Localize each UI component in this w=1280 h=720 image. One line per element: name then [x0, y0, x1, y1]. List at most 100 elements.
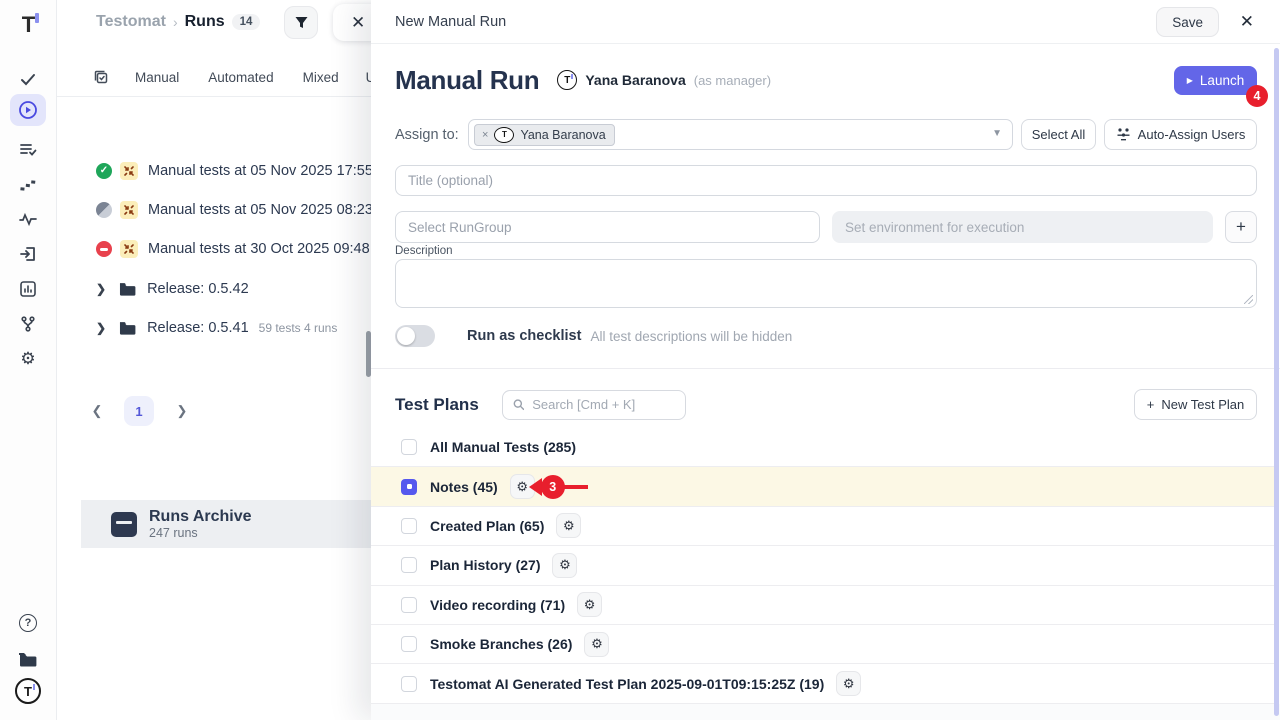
test-plan-row[interactable]: Notes (45) ⚙ 3: [371, 467, 1274, 507]
next-page-icon[interactable]: ❯: [176, 403, 188, 418]
auto-assign-label: Auto-Assign Users: [1137, 127, 1246, 142]
run-title: Manual tests at 05 Nov 2025 17:55: [148, 162, 371, 179]
sidebar-item-settings[interactable]: ⚙: [11, 344, 45, 374]
sidebar-item-help[interactable]: ?: [11, 608, 45, 638]
run-folder-item[interactable]: ❯ Release: 0.5.41 59 tests 4 runs: [57, 309, 371, 348]
runs-archive-card[interactable]: Runs Archive 247 runs: [81, 500, 391, 548]
copy-check-icon[interactable]: [93, 69, 109, 85]
gear-icon: ⚙: [591, 636, 603, 652]
plans-search-input[interactable]: [532, 397, 675, 412]
sidebar-item-branches[interactable]: [11, 309, 45, 339]
run-heading-row: Manual Run T Yana Baranova (as manager) …: [395, 63, 1268, 107]
run-list-item[interactable]: Manual tests at 05 Nov 2025 08:23: [57, 190, 371, 229]
close-icon[interactable]: ✕: [351, 12, 366, 32]
run-list-item[interactable]: Manual tests at 30 Oct 2025 09:48: [57, 230, 371, 269]
plan-checkbox[interactable]: [401, 675, 417, 692]
sidebar-item-runs[interactable]: [10, 94, 46, 126]
drawer-header: New Manual Run Save ✕: [371, 0, 1280, 44]
select-all-button[interactable]: Select All: [1021, 119, 1096, 150]
rungroup-input[interactable]: [395, 211, 820, 243]
drawer-scrollbar[interactable]: [1274, 48, 1279, 716]
run-title: Manual tests at 05 Nov 2025 08:23: [148, 202, 371, 219]
save-button[interactable]: Save: [1156, 7, 1219, 37]
sidebar-item-steps[interactable]: [11, 169, 45, 199]
breadcrumb-root[interactable]: Testomat: [96, 13, 166, 30]
sidebar-item-import[interactable]: [11, 239, 45, 269]
plan-settings-button[interactable]: ⚙: [577, 592, 603, 618]
plan-checkbox[interactable]: [401, 517, 417, 534]
plan-label: Testomat AI Generated Test Plan 2025-09-…: [430, 675, 825, 692]
plan-checkbox[interactable]: [401, 636, 417, 653]
remove-assignee-icon[interactable]: ×: [482, 128, 489, 141]
plan-settings-button[interactable]: ⚙: [552, 552, 578, 578]
sidebar-item-activity[interactable]: [11, 204, 45, 234]
chevron-right-icon[interactable]: ❯: [96, 321, 107, 336]
run-as-checklist-toggle[interactable]: [395, 325, 435, 347]
description-textarea[interactable]: [395, 259, 1257, 308]
run-folder-item[interactable]: ❯ Release: 0.5.42: [57, 269, 371, 308]
annotation-badge-4: 4: [1246, 84, 1268, 107]
assignee-select[interactable]: × T Yana Baranova ▼: [468, 119, 1013, 150]
add-environment-button[interactable]: +: [1225, 211, 1257, 243]
manual-run-icon: [120, 201, 138, 220]
sidebar-item-profile[interactable]: T: [11, 676, 45, 706]
page-number[interactable]: 1: [124, 396, 154, 426]
description-area-wrap: [395, 259, 1257, 308]
tab-unlaunched[interactable]: U: [366, 70, 376, 85]
test-plan-row[interactable]: Smoke Branches (26) ⚙: [371, 625, 1274, 665]
stairs-icon: [20, 180, 36, 191]
drawer-close-icon[interactable]: ✕: [1239, 12, 1254, 31]
title-input[interactable]: [395, 165, 1257, 196]
tab-mixed[interactable]: Mixed: [302, 69, 339, 85]
test-plan-row[interactable]: Plan History (27) ⚙: [371, 546, 1274, 586]
filter-button[interactable]: [284, 6, 318, 39]
new-test-plan-button[interactable]: + New Test Plan: [1134, 389, 1257, 420]
checklist-toggle-row: Run as checklist All test descriptions w…: [395, 324, 792, 348]
plan-checkbox[interactable]: [401, 596, 417, 613]
test-plan-row[interactable]: Testomat AI Generated Test Plan 2025-09-…: [371, 664, 1274, 704]
folder-icon: [19, 652, 37, 666]
auto-assign-button[interactable]: Auto-Assign Users: [1104, 119, 1257, 150]
gear-icon: ⚙: [516, 478, 529, 494]
plan-settings-button[interactable]: ⚙: [556, 513, 582, 539]
sidebar-item-projects[interactable]: [11, 644, 45, 674]
play-icon: ▶: [1186, 75, 1193, 85]
funnel-icon: [295, 17, 307, 28]
test-plan-row[interactable]: Video recording (71) ⚙: [371, 586, 1274, 625]
assign-label: Assign to:: [395, 126, 459, 143]
resize-grip-icon[interactable]: [1244, 295, 1253, 304]
left-panel-scrollbar[interactable]: [366, 331, 371, 377]
breadcrumb-separator: ›: [172, 14, 178, 30]
sidebar-item-analytics[interactable]: [11, 274, 45, 304]
owner-name: Yana Baranova: [585, 72, 686, 88]
prev-page-icon[interactable]: ❮: [91, 403, 103, 418]
test-plan-row[interactable]: All Manual Tests (285): [371, 428, 1274, 468]
testomat-logo-icon[interactable]: T: [11, 10, 45, 40]
tab-automated[interactable]: Automated: [208, 69, 274, 85]
users-icon: [1117, 128, 1130, 141]
folder-icon: [120, 322, 136, 335]
environment-input[interactable]: [832, 211, 1213, 243]
tab-manual[interactable]: Manual: [135, 69, 180, 85]
rungroup-env-row: +: [395, 211, 1257, 243]
section-divider: [371, 368, 1280, 369]
plan-checkbox[interactable]: [401, 557, 417, 574]
run-list-item[interactable]: Manual tests at 05 Nov 2025 17:55: [57, 151, 371, 190]
plan-checkbox[interactable]: [401, 478, 417, 495]
plans-search[interactable]: [501, 389, 686, 420]
sidebar-item-plans[interactable]: [11, 134, 45, 164]
launch-button[interactable]: ▶ Launch 4: [1174, 65, 1268, 107]
plan-checkbox[interactable]: [401, 439, 417, 456]
folder-title: Release: 0.5.42: [147, 280, 249, 297]
plus-icon: +: [1146, 397, 1155, 412]
launch-label: Launch: [1199, 72, 1245, 88]
plan-settings-button[interactable]: ⚙: [836, 671, 862, 697]
sidebar-item-tests[interactable]: [11, 64, 45, 94]
manual-run-icon: [120, 161, 138, 180]
import-icon: [20, 247, 35, 261]
plan-settings-button[interactable]: ⚙: [584, 631, 610, 657]
chevron-right-icon[interactable]: ❯: [96, 281, 107, 296]
chevron-down-icon[interactable]: ▼: [992, 128, 1002, 139]
test-plan-row[interactable]: Created Plan (65) ⚙: [371, 507, 1274, 547]
test-plans-title: Test Plans: [395, 394, 479, 414]
